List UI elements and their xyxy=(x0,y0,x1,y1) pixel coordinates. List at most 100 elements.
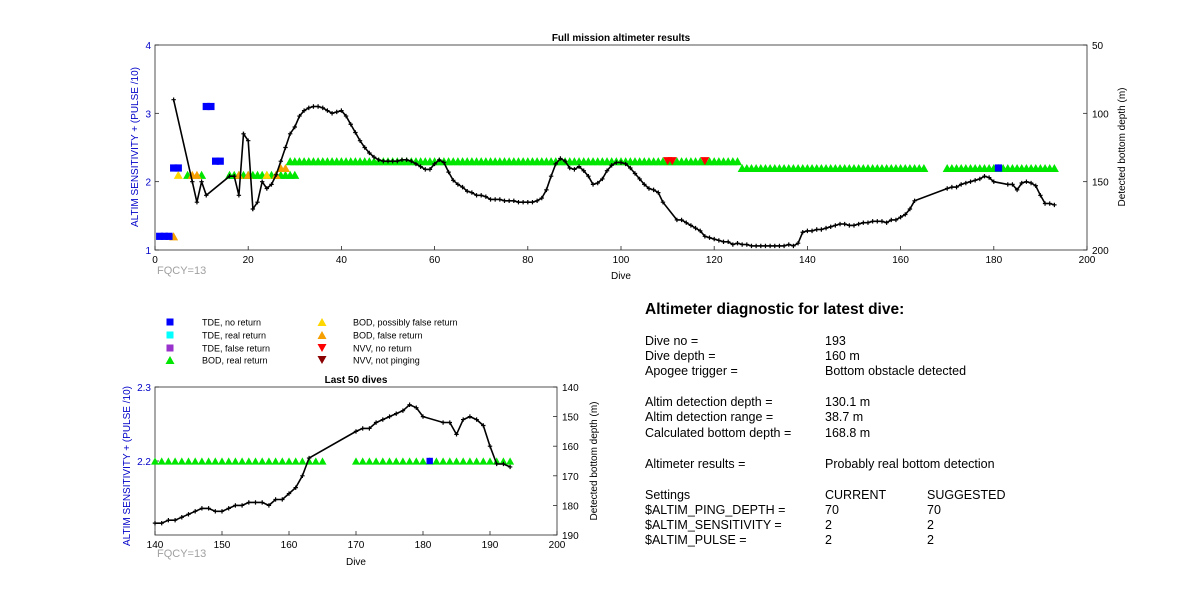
main-x-axis-label: Dive xyxy=(611,271,631,282)
bod-real-return-marker xyxy=(251,457,260,465)
bod-real-return-marker xyxy=(224,457,233,465)
main-chart: Full mission altimeter results 0 20 40 60 80… xyxy=(130,33,1128,282)
depth-point xyxy=(334,109,339,115)
bod-real-return-marker xyxy=(445,457,454,465)
bod-false-return-marker xyxy=(192,170,202,179)
sub-depth-series xyxy=(152,402,513,526)
bod-real-return-marker xyxy=(311,457,320,465)
depth-point xyxy=(387,414,392,419)
depth-point xyxy=(749,243,754,249)
depth-point xyxy=(360,426,365,431)
depth-point xyxy=(889,217,894,223)
depth-point xyxy=(819,227,824,232)
depth-line xyxy=(155,403,511,524)
depth-point xyxy=(949,184,955,190)
bod-real-return-marker xyxy=(204,457,213,465)
depth-point xyxy=(339,108,344,113)
depth-point xyxy=(451,178,456,183)
tde-no-return-marker xyxy=(170,164,178,172)
bod-real-return-marker xyxy=(919,163,929,173)
depth-point xyxy=(679,217,684,223)
sub-y2-axis-label: Detected bottom depth (m) xyxy=(589,402,600,521)
depth-point xyxy=(698,228,703,234)
depth-point xyxy=(660,199,666,205)
bod-real-return-marker xyxy=(733,157,742,166)
depth-point xyxy=(1010,182,1015,187)
depth-point xyxy=(851,223,857,228)
dive-no-row: Dive no = 193 xyxy=(645,334,1200,350)
depth-point xyxy=(447,420,452,425)
depth-point xyxy=(721,239,726,244)
depth-point xyxy=(492,197,498,202)
depth-point xyxy=(856,221,861,227)
legend-square-icon xyxy=(166,331,174,339)
main-plot-area xyxy=(154,44,1088,251)
calc-depth-value: 168.8 m xyxy=(825,426,871,440)
setting-name: $ALTIM_PULSE = xyxy=(645,533,747,547)
depth-point xyxy=(171,97,176,102)
depth-point xyxy=(367,426,372,431)
sub-chart: Last 50 dives 140 150 160 170 180 190 200 2.22… xyxy=(122,375,600,568)
bod-real-return-marker xyxy=(264,457,273,465)
setting-suggested: 2 xyxy=(927,518,934,532)
x-tick-label: 200 xyxy=(1079,255,1096,266)
tde-no-return-marker xyxy=(160,232,168,240)
x-tick-label: 160 xyxy=(892,255,909,266)
depth-point xyxy=(1024,179,1029,184)
depth-point xyxy=(353,429,359,434)
depth-point xyxy=(991,179,996,184)
x-tick-label: 100 xyxy=(613,255,630,266)
setting-suggested: 2 xyxy=(927,533,934,547)
depth-point xyxy=(968,179,973,184)
bod-real-return-marker xyxy=(171,457,180,465)
depth-point xyxy=(329,111,335,116)
depth-point xyxy=(260,500,265,505)
bod-real-return-marker xyxy=(365,457,374,465)
tde-no-return-marker xyxy=(216,157,224,165)
depth-point xyxy=(293,485,298,490)
dive-depth-row: Dive depth = 160 m xyxy=(645,349,1200,365)
depth-point xyxy=(286,491,292,496)
legend-label: BOD, possibly false return xyxy=(353,318,458,328)
x-tick-label: 40 xyxy=(336,255,348,266)
depth-point xyxy=(1038,193,1043,198)
depth-point xyxy=(179,515,184,520)
sub-y2-ticks: 140 150 160 170 180 190 xyxy=(553,383,579,542)
depth-point xyxy=(414,405,419,410)
bod-real-return-marker xyxy=(164,457,173,465)
depth-point xyxy=(772,243,777,249)
bod-real-return-marker xyxy=(412,457,421,465)
bod-real-return-marker xyxy=(479,457,488,465)
depth-point xyxy=(972,178,978,183)
depth-point xyxy=(725,239,731,244)
bod-possibly-false-marker xyxy=(173,170,183,179)
sub-chart-title: Last 50 dives xyxy=(325,375,388,386)
sub-y-axis-label: ALTIM SENSITIVITY + (PULSE /10) xyxy=(122,386,133,546)
depth-point xyxy=(418,164,423,169)
depth-point xyxy=(912,198,917,203)
depth-point xyxy=(786,242,791,247)
depth-point xyxy=(791,243,796,249)
sub-x-ticks: 140 150 160 170 180 190 200 xyxy=(147,531,566,551)
legend-triangle-up-icon xyxy=(317,317,327,327)
depth-point xyxy=(441,160,447,165)
depth-point xyxy=(194,199,200,205)
depth-point xyxy=(465,189,470,194)
main-y-axis-label: ALTIM SENSITIVITY + (PULSE /10) xyxy=(130,67,141,227)
depth-point xyxy=(954,184,959,190)
y2-tick-label: 150 xyxy=(1092,178,1109,189)
x-tick-label: 180 xyxy=(415,540,432,551)
depth-point xyxy=(497,197,503,202)
x-tick-label: 140 xyxy=(799,255,816,266)
depth-point xyxy=(273,497,278,502)
depth-point xyxy=(800,230,805,235)
bod-real-return-marker xyxy=(177,457,186,465)
depth-point xyxy=(684,220,689,225)
depth-point xyxy=(423,167,428,172)
depth-point xyxy=(875,219,880,224)
bod-real-return-marker xyxy=(352,457,360,465)
depth-point xyxy=(903,212,908,217)
depth-point xyxy=(227,174,232,179)
tde-no-return-marker xyxy=(994,164,1003,172)
depth-point xyxy=(553,161,558,167)
